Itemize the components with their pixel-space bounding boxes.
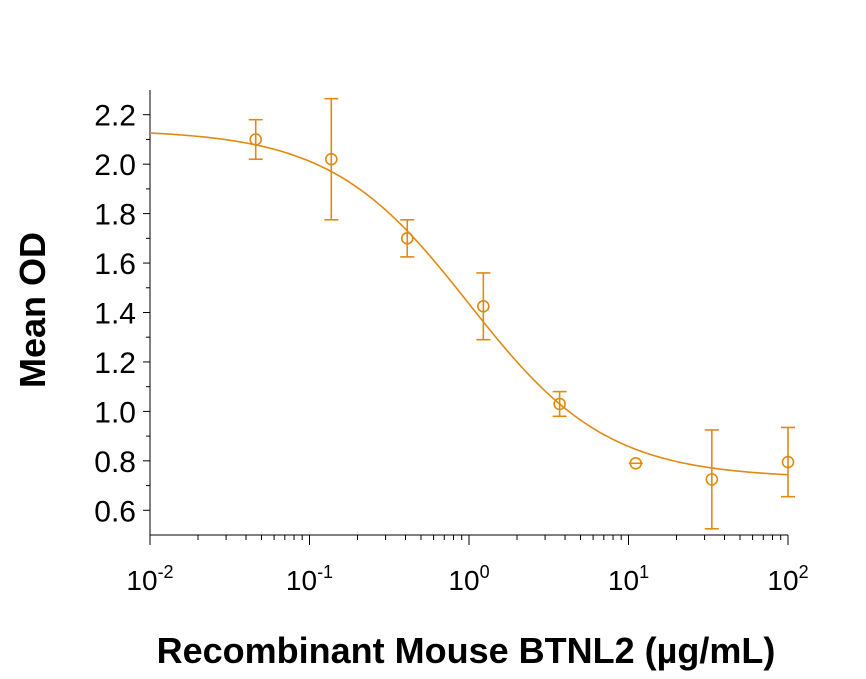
fit-curve-layer (149, 132, 789, 476)
x-tick-label-base: 10 (286, 565, 317, 596)
x-tick-label-exponent: 0 (480, 562, 490, 582)
data-point (248, 118, 263, 161)
y-tick-label: 1.6 (94, 248, 136, 281)
point-marker (553, 397, 566, 411)
data-point (324, 97, 339, 221)
y-tick-label: 1.2 (94, 347, 136, 380)
x-axis-title: Recombinant Mouse BTNL2 (µg/mL) (157, 630, 776, 671)
y-tick-label: 2.2 (94, 100, 136, 133)
fit-curve (149, 132, 789, 476)
x-tick-label: 101 (608, 562, 649, 596)
x-tick-label: 102 (767, 562, 808, 596)
x-tick-label-base: 10 (448, 565, 479, 596)
data-point (552, 390, 567, 418)
point-marker (325, 152, 338, 166)
data-point (781, 426, 795, 498)
x-tick-label: 10-1 (286, 562, 333, 596)
x-tick-label: 100 (448, 562, 489, 596)
point-marker (705, 473, 719, 486)
x-tick-label-base: 10 (126, 565, 157, 596)
y-tick-label: 1.4 (94, 298, 136, 331)
y-tick-label: 0.8 (94, 446, 136, 479)
data-point (628, 457, 643, 470)
point-marker (477, 300, 490, 313)
plot-area: 0.60.81.01.21.41.61.82.02.2 10-2 10-1 100 1… (94, 90, 809, 596)
y-tick-label: 1.8 (94, 199, 136, 232)
data-point (704, 429, 719, 530)
data-point (476, 272, 491, 341)
point-marker (249, 133, 263, 146)
point-marker (629, 457, 643, 470)
x-tick-label-exponent: -2 (158, 562, 174, 582)
y-tick-label: 2.0 (94, 149, 136, 182)
data-points-layer (248, 97, 795, 530)
x-axis: 10-2 10-1 100 101 102 (126, 534, 809, 596)
x-tick-label-exponent: -1 (317, 562, 333, 582)
x-tick-label-base: 10 (608, 565, 639, 596)
x-tick-label: 10-2 (126, 562, 173, 596)
y-axis: 0.6 0.8 1.0 1.2 1.4 1.6 1.8 2.0 2.2 (94, 90, 151, 535)
y-tick-label: 0.6 (94, 495, 136, 528)
data-point (400, 218, 415, 258)
point-marker (781, 455, 795, 469)
y-tick-label: 1.0 (94, 396, 136, 429)
y-axis-title: Mean OD (12, 232, 53, 388)
x-tick-label-exponent: 2 (799, 562, 809, 582)
x-tick-label-exponent: 1 (639, 562, 649, 582)
x-tick-label-base: 10 (767, 565, 798, 596)
point-marker (400, 232, 414, 245)
